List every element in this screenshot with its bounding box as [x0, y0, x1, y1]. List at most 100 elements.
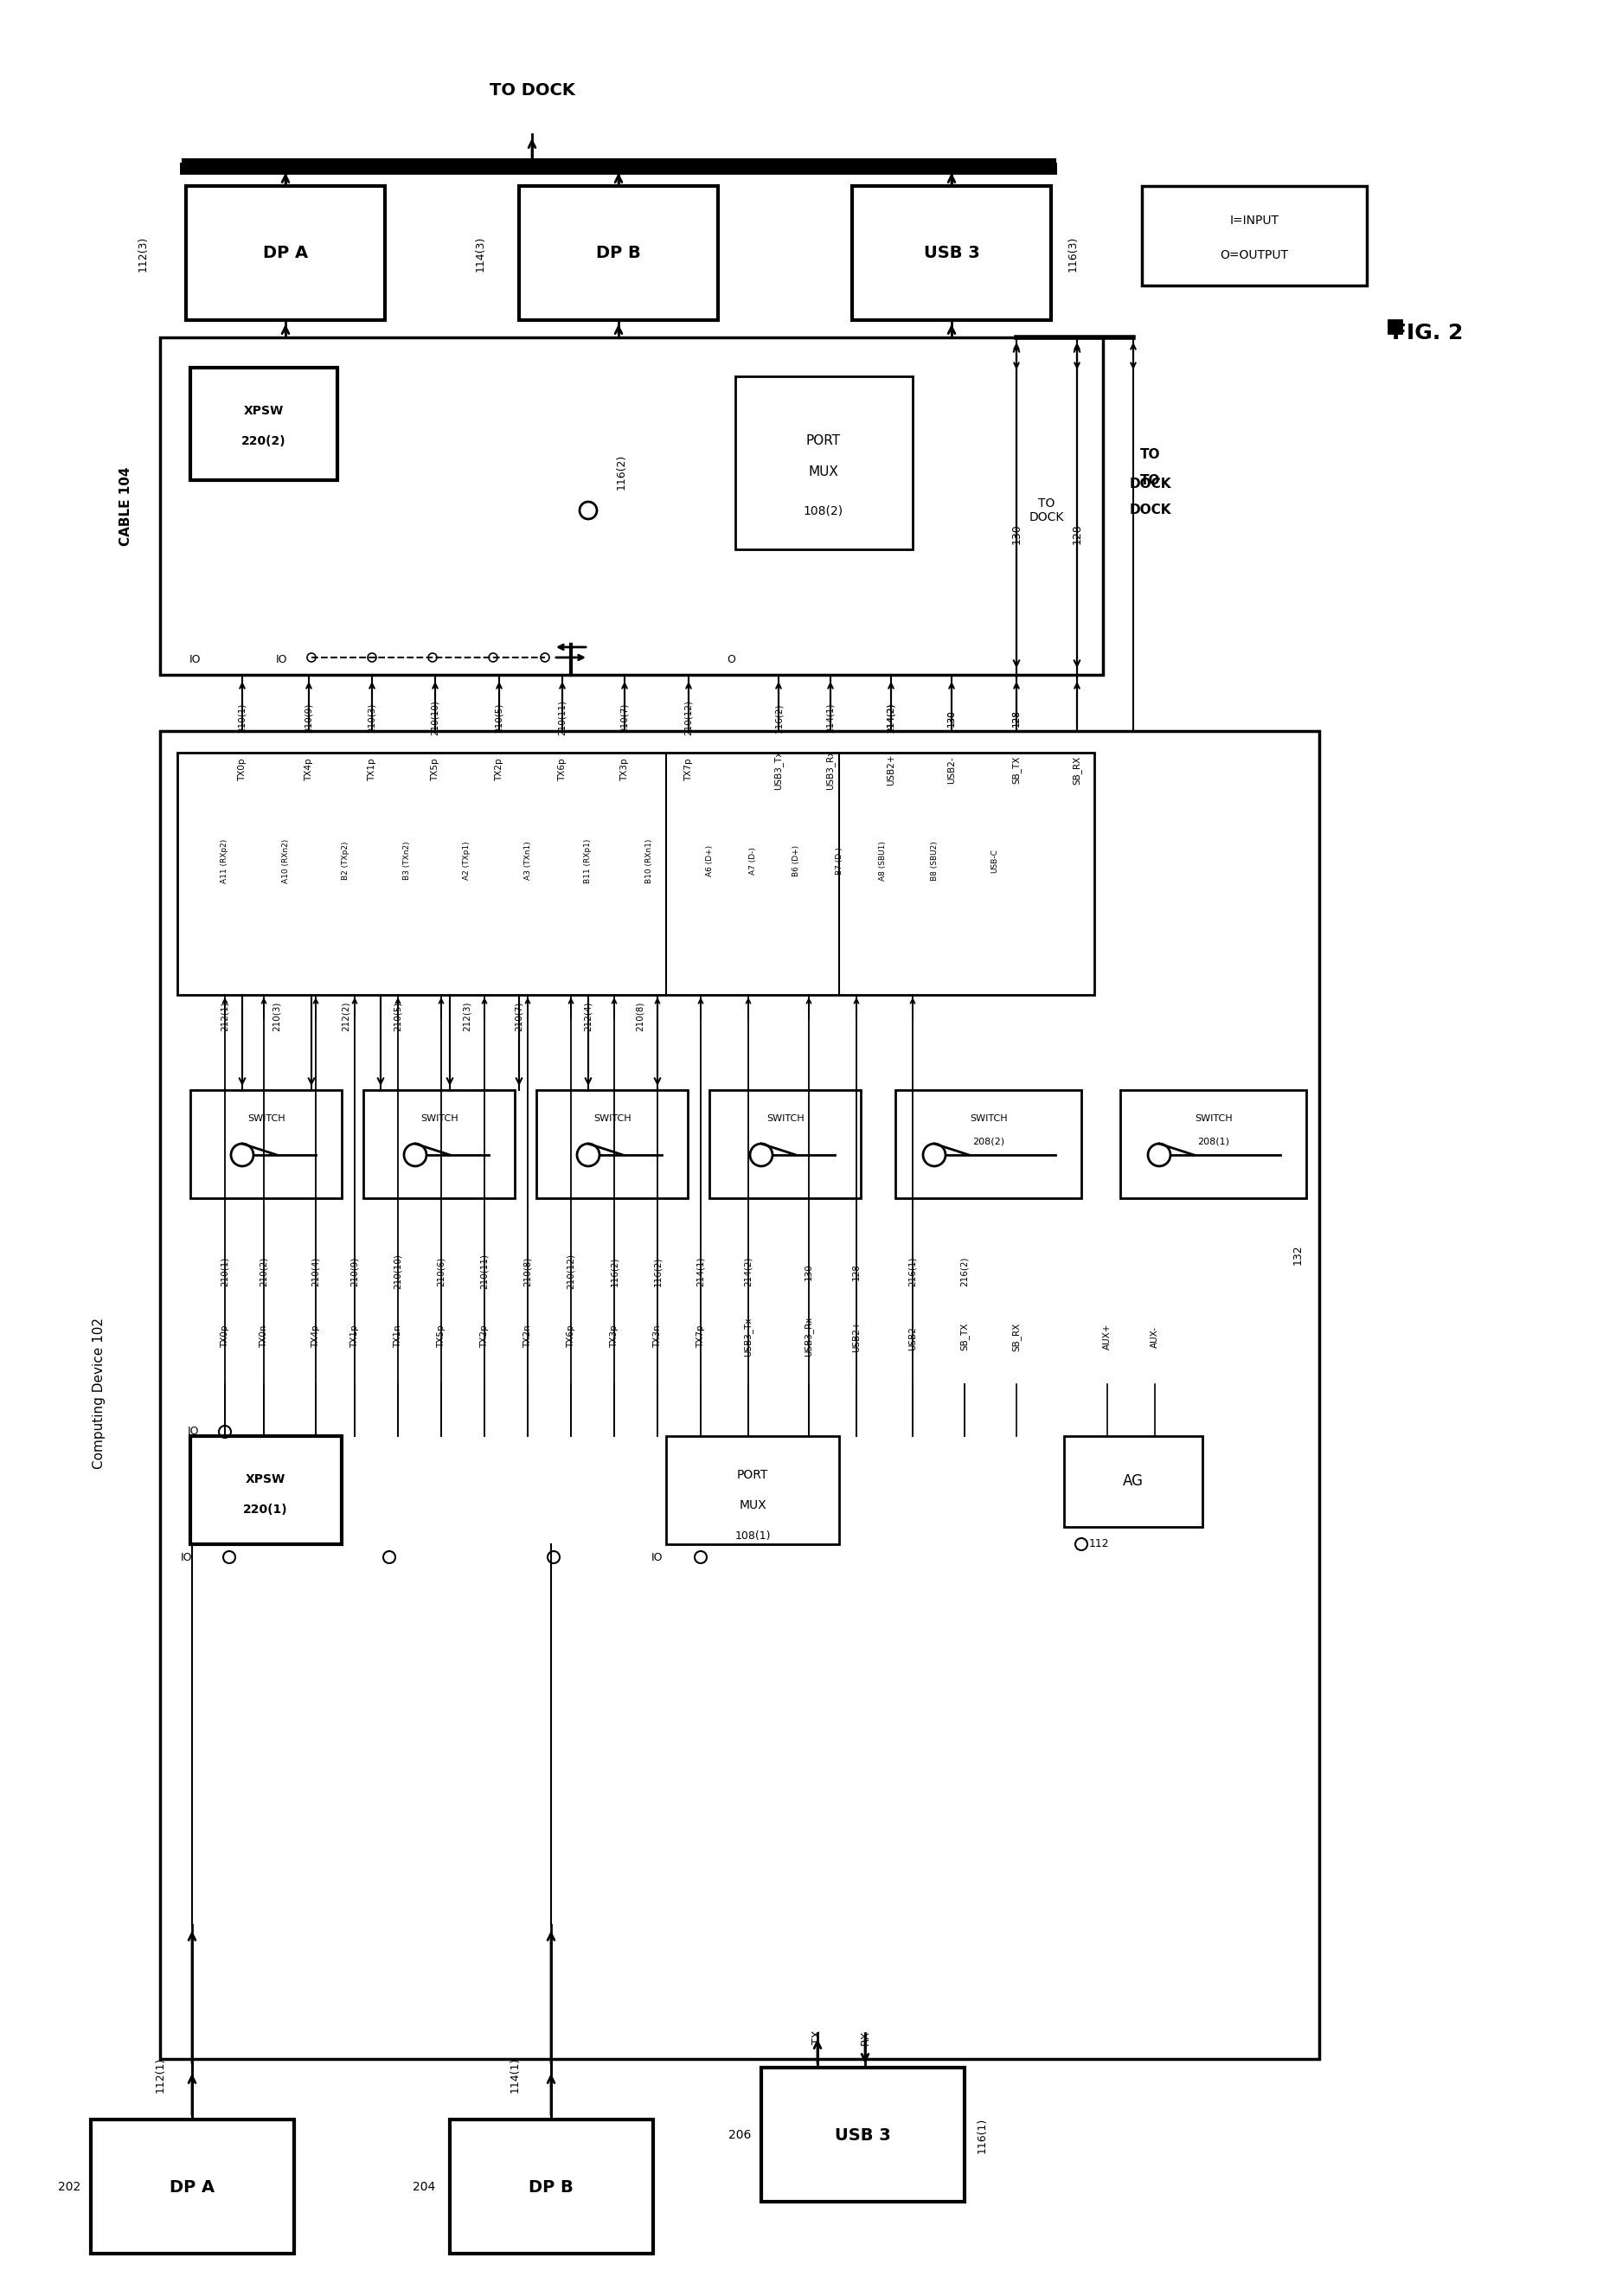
Text: SWITCH: SWITCH — [248, 1114, 285, 1123]
Bar — [1064, 1435, 1202, 1527]
Text: 130: 130 — [805, 1263, 813, 1281]
Bar — [177, 753, 1095, 994]
Text: TX2n: TX2n — [524, 1325, 532, 1348]
Text: B8 (SBU2): B8 (SBU2) — [931, 840, 938, 882]
Text: AUX-: AUX- — [1150, 1325, 1160, 1348]
Text: DOCK: DOCK — [1129, 503, 1171, 517]
Text: USB-C: USB-C — [991, 850, 999, 872]
Text: TX3p: TX3p — [620, 758, 629, 781]
Text: 216(2): 216(2) — [960, 1256, 968, 1286]
Text: 210(7): 210(7) — [514, 1001, 524, 1031]
Text: SWITCH: SWITCH — [767, 1114, 805, 1123]
Text: 210(10): 210(10) — [394, 1254, 402, 1290]
Text: 216(1): 216(1) — [908, 1256, 916, 1286]
Text: 210(5): 210(5) — [394, 1001, 402, 1031]
Text: 210(8): 210(8) — [524, 1256, 532, 1286]
Bar — [761, 2069, 965, 2202]
Text: USB3_Tx: USB3_Tx — [774, 751, 783, 790]
Text: 132: 132 — [1293, 1244, 1302, 1265]
Text: 214(2): 214(2) — [744, 1256, 753, 1286]
Text: FIG. 2: FIG. 2 — [1392, 324, 1463, 344]
Text: 210(8): 210(8) — [636, 1001, 644, 1031]
Text: 114(1): 114(1) — [509, 2057, 521, 2092]
Text: DP B: DP B — [597, 246, 641, 262]
Text: PORT: PORT — [806, 434, 840, 448]
Bar — [537, 1091, 688, 1199]
Text: O=OUTPUT: O=OUTPUT — [1220, 250, 1288, 262]
Text: AG: AG — [1122, 1474, 1144, 1488]
Text: 214(2): 214(2) — [887, 703, 895, 732]
Text: MUX: MUX — [808, 466, 839, 478]
Text: 210(7): 210(7) — [620, 703, 629, 732]
Text: 220(1): 220(1) — [243, 1504, 289, 1515]
Text: IO: IO — [188, 654, 201, 666]
Text: 212(1): 212(1) — [221, 1001, 229, 1031]
Bar — [91, 2119, 294, 2255]
Text: TX5p: TX5p — [431, 758, 440, 781]
Text: TX4p: TX4p — [305, 758, 313, 781]
Text: USB 3: USB 3 — [834, 2126, 890, 2142]
Text: TX: TX — [813, 2030, 822, 2043]
Text: IO: IO — [652, 1552, 663, 1564]
Text: 130: 130 — [1011, 523, 1022, 544]
Bar — [161, 730, 1319, 2060]
Text: I=INPUT: I=INPUT — [1229, 214, 1280, 227]
Bar — [735, 377, 913, 549]
Text: TX6p: TX6p — [558, 758, 566, 781]
Text: 128: 128 — [1012, 709, 1020, 726]
Text: IO: IO — [180, 1552, 191, 1564]
Text: 210(1): 210(1) — [221, 1256, 229, 1286]
Text: TX4p: TX4p — [311, 1325, 320, 1348]
Text: SB_TX: SB_TX — [1012, 755, 1022, 783]
Bar — [190, 367, 337, 480]
Text: USB3_Rx: USB3_Rx — [805, 1316, 814, 1357]
Text: DP B: DP B — [529, 2179, 574, 2195]
Text: DP A: DP A — [170, 2179, 214, 2195]
Text: MUX: MUX — [740, 1499, 766, 1511]
Text: TX0p: TX0p — [238, 758, 247, 781]
Text: B7 (D-): B7 (D-) — [835, 847, 843, 875]
Text: SB_TX: SB_TX — [960, 1322, 970, 1350]
Text: 210(2): 210(2) — [260, 1256, 268, 1286]
Text: A8 (SBU1): A8 (SBU1) — [879, 840, 886, 882]
Bar — [519, 186, 719, 319]
Text: 206: 206 — [728, 2128, 751, 2142]
Text: A10 (RXn2): A10 (RXn2) — [282, 838, 289, 884]
Text: TO DOCK: TO DOCK — [490, 83, 574, 99]
Text: TX5p: TX5p — [436, 1325, 446, 1348]
Text: 116(3): 116(3) — [1067, 236, 1079, 271]
Text: USB3_Rx: USB3_Rx — [826, 751, 835, 790]
Text: SWITCH: SWITCH — [970, 1114, 1007, 1123]
Text: 116(2): 116(2) — [654, 1256, 662, 1286]
Text: Computing Device 102: Computing Device 102 — [92, 1318, 105, 1469]
Text: IO: IO — [187, 1426, 200, 1437]
Text: O: O — [727, 654, 735, 666]
Text: B3 (TXn2): B3 (TXn2) — [402, 840, 410, 879]
Text: A11 (RXp2): A11 (RXp2) — [221, 838, 229, 884]
Bar — [667, 1435, 839, 1545]
Text: TX0n: TX0n — [260, 1325, 268, 1348]
Text: TX1p: TX1p — [350, 1325, 358, 1348]
Bar — [190, 1091, 342, 1199]
Bar — [709, 1091, 861, 1199]
Text: TX1p: TX1p — [368, 758, 376, 781]
Text: SB_RX: SB_RX — [1012, 1322, 1022, 1350]
Text: XPSW: XPSW — [245, 1474, 285, 1486]
Text: RX: RX — [860, 2030, 871, 2046]
Bar — [1121, 1091, 1306, 1199]
Text: B11 (RXp1): B11 (RXp1) — [584, 838, 592, 884]
Text: 128: 128 — [852, 1263, 861, 1281]
Text: 210(11): 210(11) — [480, 1254, 488, 1290]
Text: B6 (D+): B6 (D+) — [792, 845, 800, 877]
Text: CABLE 104: CABLE 104 — [118, 466, 131, 546]
Bar — [187, 186, 384, 319]
Text: USB3_Tx: USB3_Tx — [743, 1318, 753, 1357]
Text: TX7p: TX7p — [696, 1325, 706, 1348]
Text: USB2-: USB2- — [908, 1322, 916, 1350]
Text: 130: 130 — [947, 709, 955, 726]
Text: 212(2): 212(2) — [342, 1001, 350, 1031]
Text: 210(3): 210(3) — [368, 703, 376, 732]
Text: 210(6): 210(6) — [436, 1256, 446, 1286]
Text: 210(3): 210(3) — [272, 1001, 281, 1031]
Text: B10 (RXn1): B10 (RXn1) — [646, 838, 652, 884]
